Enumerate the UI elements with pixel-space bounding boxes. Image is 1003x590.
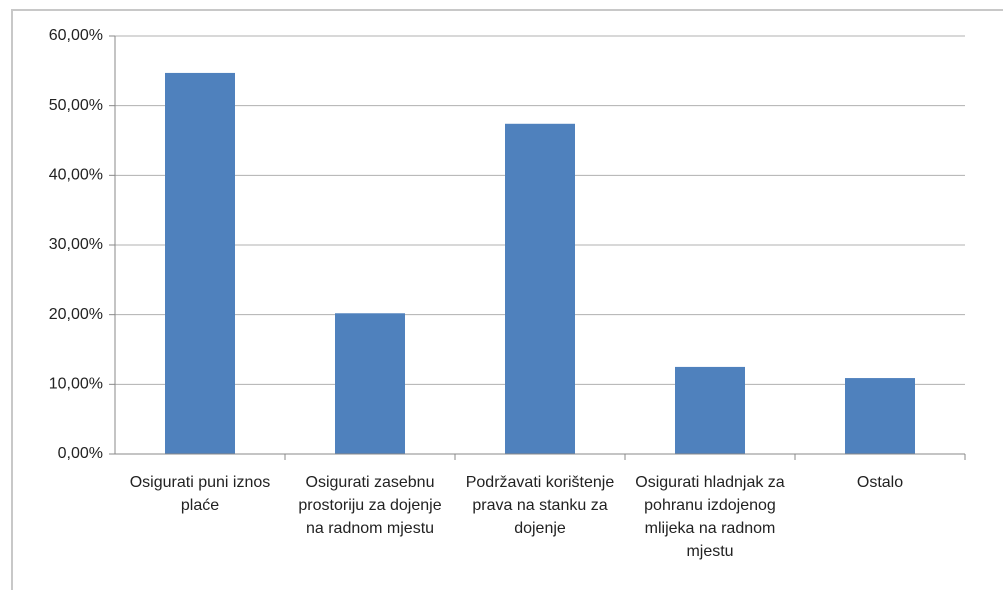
y-tick-label: 50,00% <box>49 97 103 114</box>
bar <box>165 72 235 454</box>
y-tick-label: 30,00% <box>49 236 103 253</box>
y-tick-label: 10,00% <box>49 376 103 393</box>
y-tick-label: 20,00% <box>49 306 103 323</box>
y-tick-label: 60,00% <box>49 27 103 44</box>
x-tick-label: Ostalo <box>856 474 904 491</box>
x-tick-label: Osigurati puni iznos plaće <box>129 474 271 514</box>
bar <box>845 378 915 454</box>
x-tick-label: Osigurati hladnjak za pohranu izdojenog … <box>635 474 785 560</box>
bar <box>675 366 745 454</box>
x-tick-label: Podržavati korištenje prava na stanku za… <box>465 474 615 537</box>
bar <box>335 313 405 454</box>
y-tick-label: 0,00% <box>58 445 103 462</box>
chart-frame <box>11 9 1003 590</box>
bar <box>505 123 575 454</box>
y-tick-label: 40,00% <box>49 167 103 184</box>
x-tick-label: Osigurati zasebnu prostoriju za dojenje … <box>298 474 442 537</box>
